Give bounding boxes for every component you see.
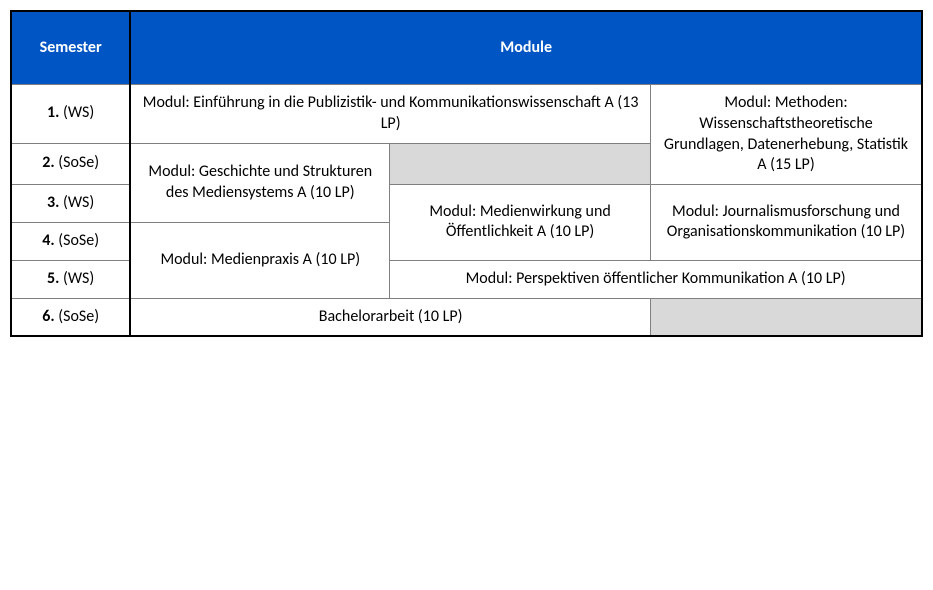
sem6-label: 6. (SoSe) <box>11 298 130 336</box>
header-semester: Semester <box>11 11 130 85</box>
row-sem1: 1. (WS) Modul: Einführung in die Publizi… <box>11 85 922 144</box>
row-sem6: 6. (SoSe) Bachelorarbeit (10 LP) <box>11 298 922 336</box>
sem4-label: 4. (SoSe) <box>11 222 130 260</box>
sem5-label: 5. (WS) <box>11 260 130 298</box>
module-perspektiven: Modul: Perspektiven öffentlicher Kommuni… <box>390 260 922 298</box>
sem2-term: (SoSe) <box>58 153 99 172</box>
header-module: Module <box>130 11 922 85</box>
sem1-num: 1. <box>47 103 59 122</box>
sem1-label: 1. (WS) <box>11 85 130 144</box>
sem6-num: 6. <box>42 307 54 326</box>
module-journalismus: Modul: Journalismusforschung und Organis… <box>650 185 922 261</box>
module-bachelor: Bachelorarbeit (10 LP) <box>130 298 650 336</box>
sem4-num: 4. <box>42 231 54 250</box>
empty-cell-2 <box>650 298 922 336</box>
sem5-num: 5. <box>47 269 59 288</box>
module-medienpraxis: Modul: Medienpraxis A (10 LP) <box>130 222 389 298</box>
header-row: Semester Module <box>11 11 922 85</box>
sem3-term: (WS) <box>63 193 94 212</box>
sem3-label: 3. (WS) <box>11 185 130 223</box>
module-geschichte: Modul: Geschichte und Strukturen des Med… <box>130 143 389 222</box>
sem3-num: 3. <box>47 193 59 212</box>
module-medienwirkung: Modul: Medienwirkung und Öffentlichkeit … <box>390 185 651 261</box>
module-methoden: Modul: Methoden: Wissenschaftstheoretisc… <box>650 85 922 185</box>
module-einfuehrung: Modul: Einführung in die Publizistik- un… <box>130 85 650 144</box>
sem6-term: (SoSe) <box>58 307 99 326</box>
sem4-term: (SoSe) <box>58 231 99 250</box>
sem2-num: 2. <box>42 153 54 172</box>
curriculum-table: Semester Module 1. (WS) Modul: Einführun… <box>10 10 923 337</box>
empty-cell-1 <box>390 143 651 185</box>
sem1-term: (WS) <box>63 103 94 122</box>
sem2-label: 2. (SoSe) <box>11 143 130 185</box>
sem5-term: (WS) <box>63 269 94 288</box>
